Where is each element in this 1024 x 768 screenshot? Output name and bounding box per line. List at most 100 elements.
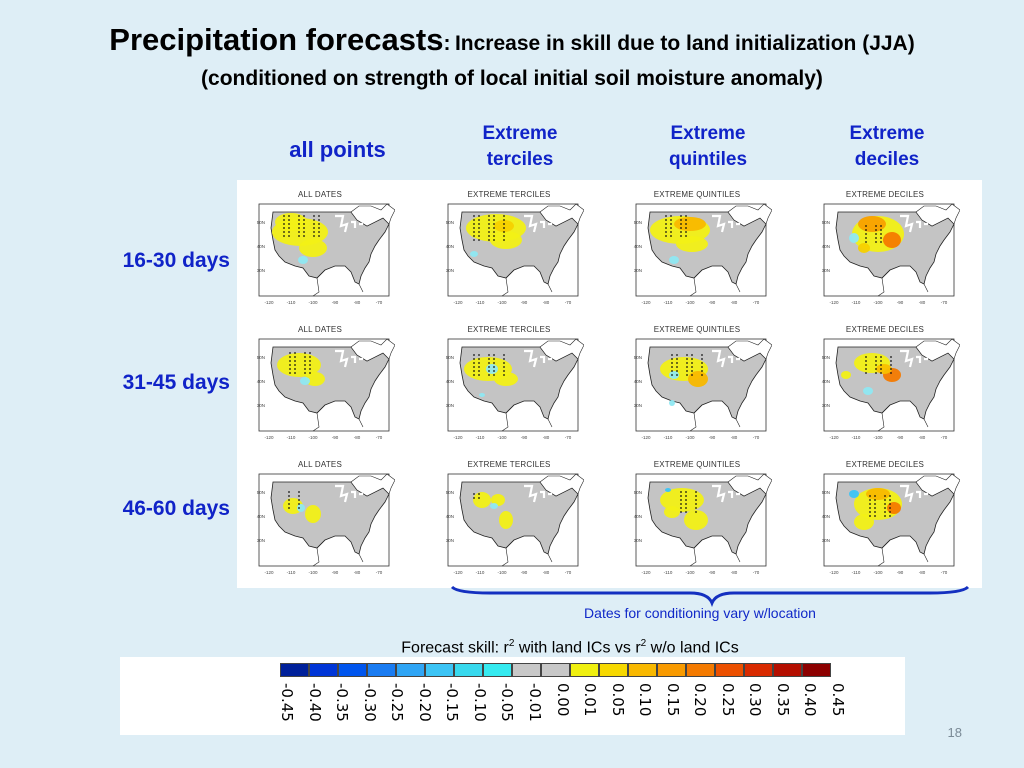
colorbar-tick-label: -0.01 <box>522 679 550 731</box>
title-main: Precipitation forecasts <box>109 22 444 57</box>
skill-anomaly-region <box>305 505 321 523</box>
latitude-label: 30N <box>634 268 642 273</box>
latitude-label: 50N <box>822 490 830 495</box>
significance-dot <box>488 362 490 364</box>
significance-dot <box>303 235 305 237</box>
significance-dot <box>875 229 877 231</box>
longitude-label: -110 <box>476 570 485 575</box>
significance-dot <box>473 362 475 364</box>
significance-dot <box>869 511 871 513</box>
colorbar-tick-text: -0.01 <box>525 683 544 722</box>
significance-dot <box>875 368 877 370</box>
significance-dot <box>283 227 285 229</box>
significance-dot <box>304 356 306 358</box>
colorbar-swatch <box>396 663 425 677</box>
significance-dot <box>473 493 475 495</box>
significance-dot <box>686 358 688 360</box>
significance-dot <box>671 370 673 372</box>
significance-dot <box>488 231 490 233</box>
col-header-terciles: Extreme terciles <box>445 121 595 173</box>
us-map: -120 -110 -100 -90 -80 -70 50N 40N 30N <box>446 203 584 305</box>
significance-dot <box>680 215 682 217</box>
col-header-all-points: all points <box>265 137 410 163</box>
longitude-label: -80 <box>354 570 361 575</box>
significance-dot <box>488 374 490 376</box>
longitude-label: -120 <box>264 435 274 440</box>
significance-dot <box>670 219 672 221</box>
latitude-label: 40N <box>446 379 454 384</box>
colorbar-tick-text: 0.20 <box>691 683 710 717</box>
caption-text: Forecast skill: r <box>401 639 509 657</box>
significance-dot <box>298 223 300 225</box>
significance-dot <box>283 215 285 217</box>
significance-dot <box>473 366 475 368</box>
skill-anomaly-region <box>300 377 310 385</box>
significance-dot <box>869 499 871 501</box>
significance-dot <box>473 374 475 376</box>
latitude-label: 30N <box>634 538 642 543</box>
significance-dot <box>686 366 688 368</box>
latitude-label: 30N <box>822 403 830 408</box>
significance-dot <box>313 227 315 229</box>
col-header-line2: quintiles <box>668 149 748 170</box>
colorbar-tick-text: 0.05 <box>608 683 627 717</box>
significance-dot <box>488 370 490 372</box>
significance-dot <box>503 366 505 368</box>
bracket-brace <box>450 585 970 607</box>
skill-anomaly-region <box>490 231 522 249</box>
significance-dot <box>875 225 877 227</box>
significance-dot <box>289 372 291 374</box>
skill-anomaly-region <box>669 371 679 379</box>
significance-dot <box>685 507 687 509</box>
latitude-label: 30N <box>822 538 830 543</box>
skill-anomaly-region <box>277 353 321 377</box>
colorbar-swatch <box>512 663 541 677</box>
significance-dot <box>890 360 892 362</box>
significance-dot <box>865 233 867 235</box>
col-header-line2: deciles <box>854 149 920 170</box>
significance-dot <box>313 223 315 225</box>
row-label-31-45-days: 31-45 days <box>122 371 230 394</box>
longitude-label: -70 <box>565 435 572 440</box>
map-panel-title: EXTREME QUINTILES <box>653 460 741 469</box>
significance-dot <box>670 227 672 229</box>
longitude-label: -120 <box>641 435 651 440</box>
significance-dot <box>880 237 882 239</box>
map-panel-grid: ALL DATES -120 -110 -100 -90 -80 -70 50N 40N 30N E… <box>237 180 982 588</box>
significance-dot <box>884 499 886 501</box>
longitude-label: -120 <box>453 300 463 305</box>
significance-dot <box>685 499 687 501</box>
latitude-label: 30N <box>634 403 642 408</box>
significance-dot <box>680 235 682 237</box>
significance-dot <box>670 235 672 237</box>
us-map: -120 -110 -100 -90 -80 -70 50N 40N 30N <box>634 473 772 575</box>
latitude-label: 50N <box>446 355 454 360</box>
significance-dot <box>889 495 891 497</box>
colorbar-tick-text: -0.30 <box>360 683 379 722</box>
row-label-46-60-days: 46-60 days <box>122 497 230 520</box>
significance-dot <box>865 372 867 374</box>
caption-superscript: 2 <box>508 638 515 649</box>
significance-dot <box>298 495 300 497</box>
significance-dot <box>865 225 867 227</box>
longitude-label: -70 <box>941 435 948 440</box>
longitude-label: -70 <box>376 570 383 575</box>
significance-dot <box>298 499 300 501</box>
latitude-label: 40N <box>446 514 454 519</box>
map-panel: EXTREME DECILES -120 -110 -100 -90 -80 -70 50N 4… <box>810 323 960 448</box>
latitude-label: 50N <box>634 355 642 360</box>
significance-dot <box>294 364 296 366</box>
colorbar-swatch <box>309 663 338 677</box>
significance-dot <box>880 241 882 243</box>
significance-dot <box>503 219 505 221</box>
significance-dot <box>304 360 306 362</box>
significance-dot <box>685 503 687 505</box>
significance-dot <box>874 511 876 513</box>
map-panel-title: ALL DATES <box>297 325 343 334</box>
latitude-label: 30N <box>446 538 454 543</box>
longitude-label: -120 <box>829 435 839 440</box>
longitude-label: -80 <box>543 300 550 305</box>
colorbar-tick-label: 0.25 <box>715 679 743 731</box>
significance-dot <box>670 231 672 233</box>
skill-anomaly-region <box>669 256 679 264</box>
